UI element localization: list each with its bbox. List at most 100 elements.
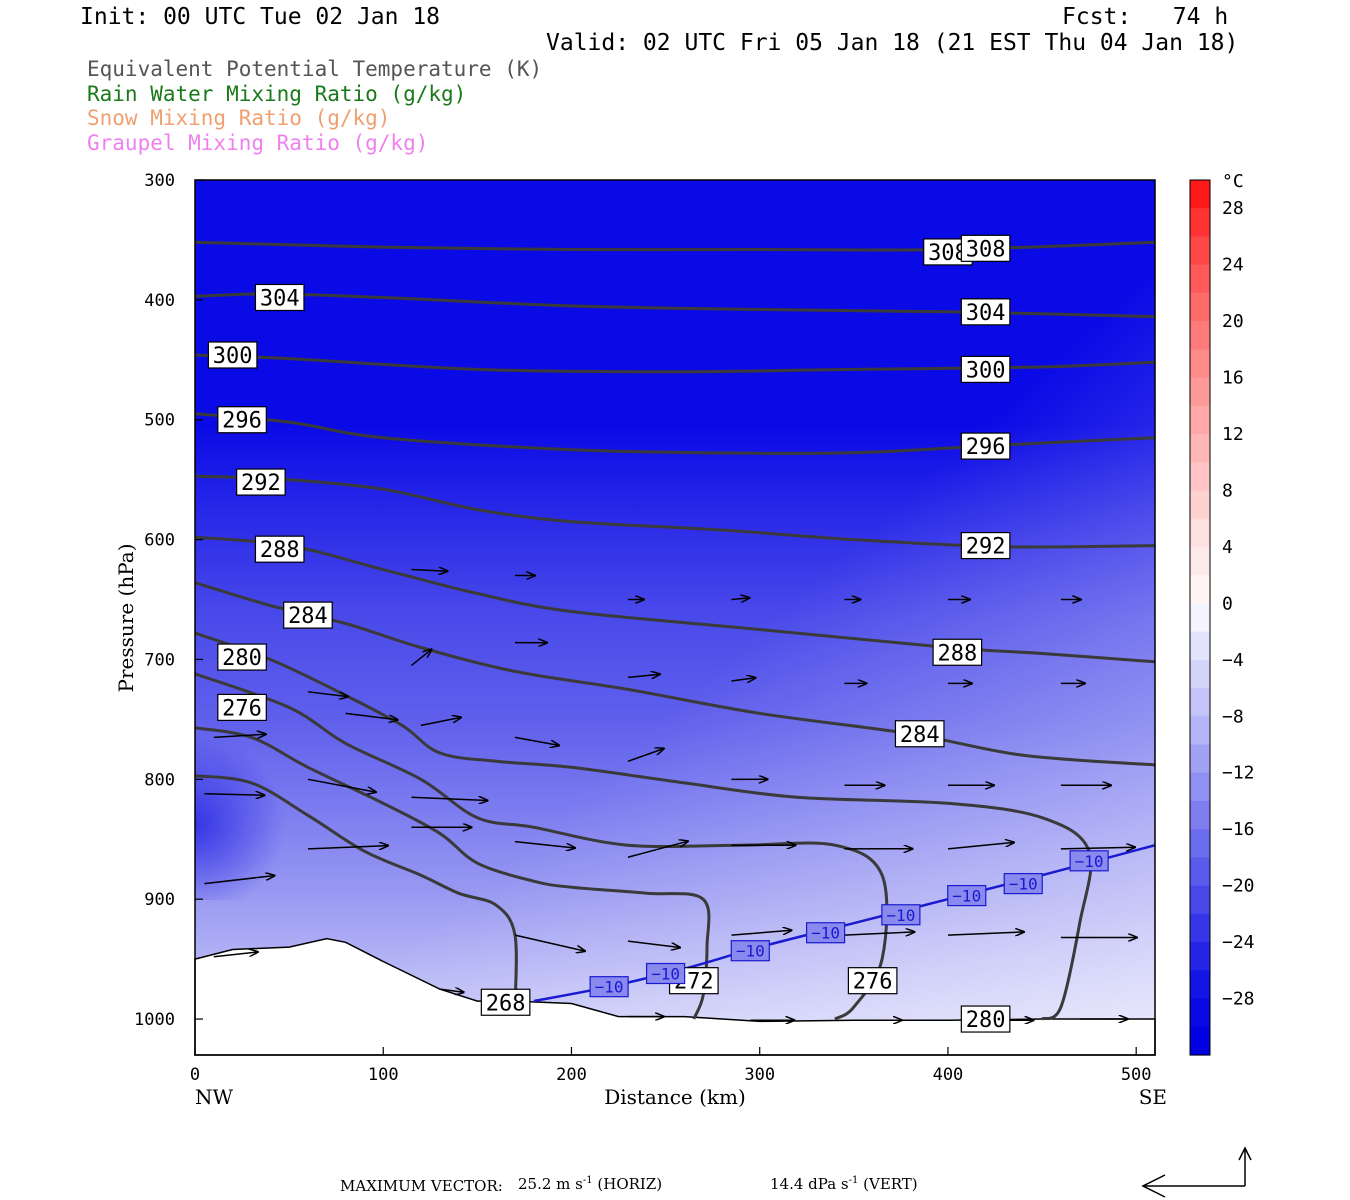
temp-label-3-box (805, 922, 846, 944)
colorbar-swatch-15 (1190, 603, 1210, 633)
colorbar-swatch-8 (1190, 405, 1210, 435)
x-tick-label-500: 500 (1121, 1065, 1152, 1085)
legend-snow: Snow Mixing Ratio (g/kg) (87, 106, 391, 130)
theta-e-label-300-1-box (960, 355, 1011, 383)
temp-label-2: −10 (736, 942, 765, 961)
temp-label-0: −10 (595, 978, 624, 997)
colorbar-swatch-4 (1190, 292, 1210, 322)
forecast-hour: Fcst: 74 h (1062, 4, 1229, 30)
y-tick-label-700: 700 (144, 650, 175, 670)
wind-vector-7 (307, 691, 348, 697)
colorbar-swatch-28 (1190, 970, 1210, 1000)
wind-vector-10 (420, 717, 461, 727)
colorbar-label-8: −4 (1222, 650, 1244, 671)
temp-label-5: −10 (952, 887, 981, 906)
wind-vector-20 (627, 749, 664, 763)
y-tick-label-600: 600 (144, 531, 175, 551)
theta-e-contour-272 (195, 726, 711, 1020)
wind-vector-29 (844, 932, 914, 935)
legend-graupel: Graupel Mixing Ratio (g/kg) (87, 131, 429, 155)
wind-vector-14 (514, 934, 585, 951)
theta-e-label-308-1-box (960, 234, 1011, 262)
colorbar-label-0: 28 (1222, 198, 1244, 219)
colorbar-swatch-7 (1190, 377, 1210, 407)
theta-e-label-296-1-box (960, 432, 1011, 460)
reference-vector-icon (1141, 1146, 1252, 1198)
x-axis: 0 100 200 300 400 500 (190, 1047, 1152, 1085)
temp-label-5-box (947, 884, 987, 907)
theta-e-label-280-0: 280 (222, 646, 262, 671)
theta-e-label-284-0-box (283, 601, 333, 629)
wind-vectors (204, 570, 1136, 1021)
theta-e-label-300-1: 300 (966, 358, 1006, 383)
wind-vector-24 (731, 930, 791, 936)
colorbar-label-11: −16 (1222, 819, 1255, 840)
x-tick-label-400: 400 (933, 1065, 964, 1085)
theta-e-label-268-0: 268 (486, 991, 526, 1016)
colorbar-label-3: 16 (1222, 368, 1244, 389)
theta-e-label-276-1: 276 (853, 970, 893, 995)
colorbar-label-10: −12 (1222, 763, 1255, 784)
colorbar-swatch-6 (1190, 349, 1210, 379)
wind-vector-12 (411, 570, 447, 572)
theta-e-label-292-1: 292 (966, 535, 1006, 560)
x-tick-label-200: 200 (556, 1065, 587, 1085)
colorbar-label-7: 0 (1222, 593, 1233, 614)
theta-e-label-268-0-box (480, 988, 531, 1016)
colorbar-swatch-5 (1190, 321, 1210, 350)
temp-label-6: −10 (1009, 875, 1038, 894)
colorbar-swatch-21 (1190, 772, 1210, 802)
temp-label-6-box (1003, 872, 1043, 895)
y-tick-label-900: 900 (144, 890, 175, 910)
wind-vector-1 (204, 876, 274, 885)
wind-vector-2 (213, 734, 266, 737)
colorbar-swatch-14 (1190, 575, 1210, 604)
colorbar-label-14: −28 (1222, 989, 1255, 1010)
wind-vector-26 (731, 678, 755, 681)
theta-e-label-284-1: 284 (900, 723, 940, 748)
temp-label-7-box (1069, 850, 1109, 872)
contour-labels: 3083083043043003002962962922922882882842… (207, 234, 1109, 1033)
colorbar-swatch-23 (1190, 829, 1210, 858)
wind-vector-18 (627, 841, 688, 858)
wind-vector-19 (627, 940, 680, 947)
theta-e-label-288-1-box (932, 638, 983, 666)
plot-frame (194, 179, 1156, 1056)
colorbar-swatch-13 (1190, 546, 1210, 576)
y-tick-label-300: 300 (144, 171, 175, 191)
temp-label-1-box (645, 962, 686, 985)
colorbar-swatch-20 (1190, 744, 1210, 774)
legend-theta-e: Equivalent Potential Temperature (K) (87, 57, 543, 81)
wind-vector-0 (204, 794, 264, 796)
colorbar-swatch-22 (1190, 801, 1210, 830)
colorbar-unit: °C (1222, 171, 1244, 192)
colorbar-swatch-27 (1190, 942, 1210, 971)
theta-e-label-276-1-box (847, 967, 898, 995)
wind-vector-5 (307, 778, 376, 792)
x-tick-label-300: 300 (744, 1065, 775, 1085)
theta-e-label-304-1: 304 (966, 301, 1006, 326)
theta-e-label-304-0-box (254, 283, 305, 312)
colorbar-label-1: 24 (1222, 255, 1244, 276)
colorbar-label-6: 4 (1222, 537, 1233, 558)
theta-e-label-280-1-box (960, 1005, 1011, 1033)
theta-e-label-288-0-box (254, 535, 305, 563)
theta-e-label-296-0-box (217, 406, 267, 434)
wind-vector-13 (514, 840, 575, 848)
temperature-shading (195, 180, 1155, 1055)
theta-e-label-284-0: 284 (288, 604, 328, 629)
colorbar-swatch-10 (1190, 462, 1210, 492)
temp-label-4: −10 (886, 906, 915, 925)
max-vector-label: MAXIMUM VECTOR: (340, 1177, 503, 1195)
wind-vector-11 (411, 649, 431, 667)
se-label: SE (1139, 1085, 1167, 1109)
theta-e-label-300-0-box (207, 341, 258, 369)
nw-label: NW (195, 1085, 234, 1109)
wind-vector-3 (213, 952, 258, 958)
temp-label-2-box (730, 940, 770, 962)
x-axis-label: Distance (km) (604, 1085, 746, 1109)
legend-rain-water: Rain Water Mixing Ratio (g/kg) (87, 82, 467, 106)
theta-e-contour-280 (195, 631, 1093, 1021)
colorbar-swatch-9 (1190, 434, 1210, 463)
